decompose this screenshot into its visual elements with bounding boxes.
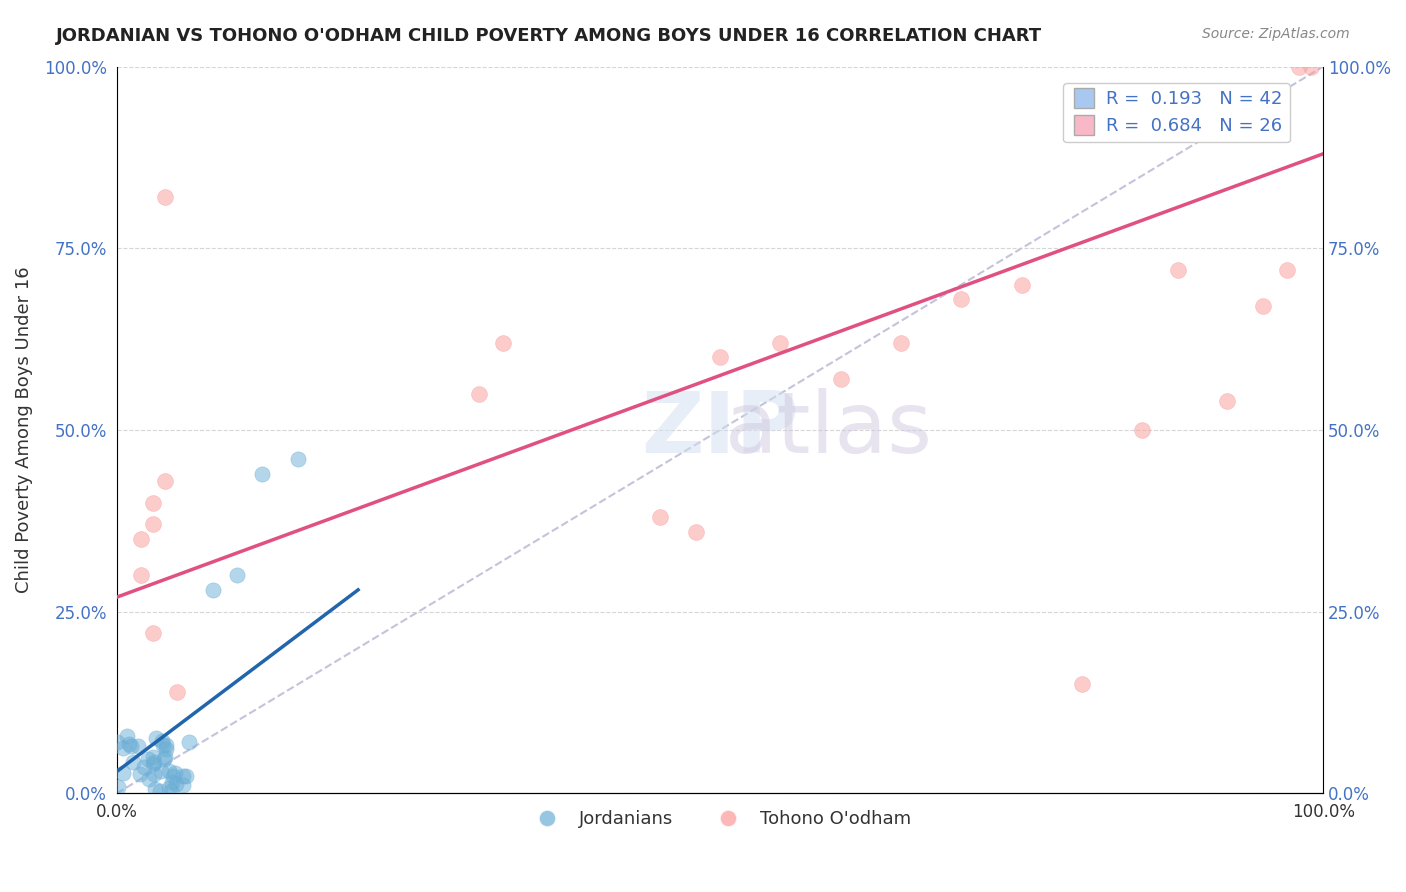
Point [226,568,249,582]
Legend: Jordanians, Tohono O'odham: Jordanians, Tohono O'odham [522,803,918,835]
Point [162,769,184,783]
Point [157,780,180,795]
Text: Source: ZipAtlas.com: Source: ZipAtlas.com [1202,27,1350,41]
Point [166,684,188,698]
Point [142,767,165,781]
Point [174,769,197,783]
Point [136,751,159,765]
Point [112,741,135,756]
Point [287,452,309,467]
Point [138,772,160,786]
Point [709,351,731,365]
Point [142,496,165,510]
Point [172,778,194,792]
Point [149,784,172,798]
Point [830,372,852,386]
Point [492,335,515,350]
Point [160,783,183,797]
Point [142,757,165,772]
Point [1070,677,1092,691]
Point [685,524,707,539]
Point [107,780,129,794]
Point [165,765,187,780]
Point [153,190,176,204]
Point [129,767,152,781]
Point [105,735,128,749]
Point [142,517,165,532]
Point [127,739,149,753]
Point [112,765,135,780]
Point [142,626,165,640]
Point [179,735,201,749]
Point [160,774,183,789]
Point [143,781,166,796]
Point [1288,60,1310,74]
Point [143,756,166,770]
Point [165,777,187,791]
Point [1130,423,1153,437]
Text: atlas: atlas [724,389,932,472]
Point [890,335,912,350]
Point [132,760,155,774]
Point [153,750,176,764]
Point [250,467,273,481]
Y-axis label: Child Poverty Among Boys Under 16: Child Poverty Among Boys Under 16 [15,267,32,593]
Point [150,734,173,748]
Point [1251,300,1274,314]
Point [769,335,792,350]
Text: JORDANIAN VS TOHONO O'ODHAM CHILD POVERTY AMONG BOYS UNDER 16 CORRELATION CHART: JORDANIAN VS TOHONO O'ODHAM CHILD POVERT… [56,27,1042,45]
Point [1167,263,1189,277]
Point [118,737,141,751]
Point [122,755,145,769]
Point [1011,277,1033,292]
Point [129,532,152,546]
Point [153,752,176,766]
Point [145,731,167,746]
Point [648,510,671,524]
Point [129,568,152,582]
Point [1299,60,1322,74]
Point [1215,393,1237,408]
Point [142,750,165,764]
Point [202,582,225,597]
Point [153,474,176,488]
Point [155,739,177,753]
Point [152,738,174,752]
Point [157,764,180,778]
Point [950,292,973,306]
Text: ZIP: ZIP [641,389,799,472]
Point [1275,263,1298,277]
Point [115,729,138,743]
Point [467,386,489,401]
Point [172,768,194,782]
Point [155,742,177,756]
Point [150,764,173,778]
Point [120,739,142,753]
